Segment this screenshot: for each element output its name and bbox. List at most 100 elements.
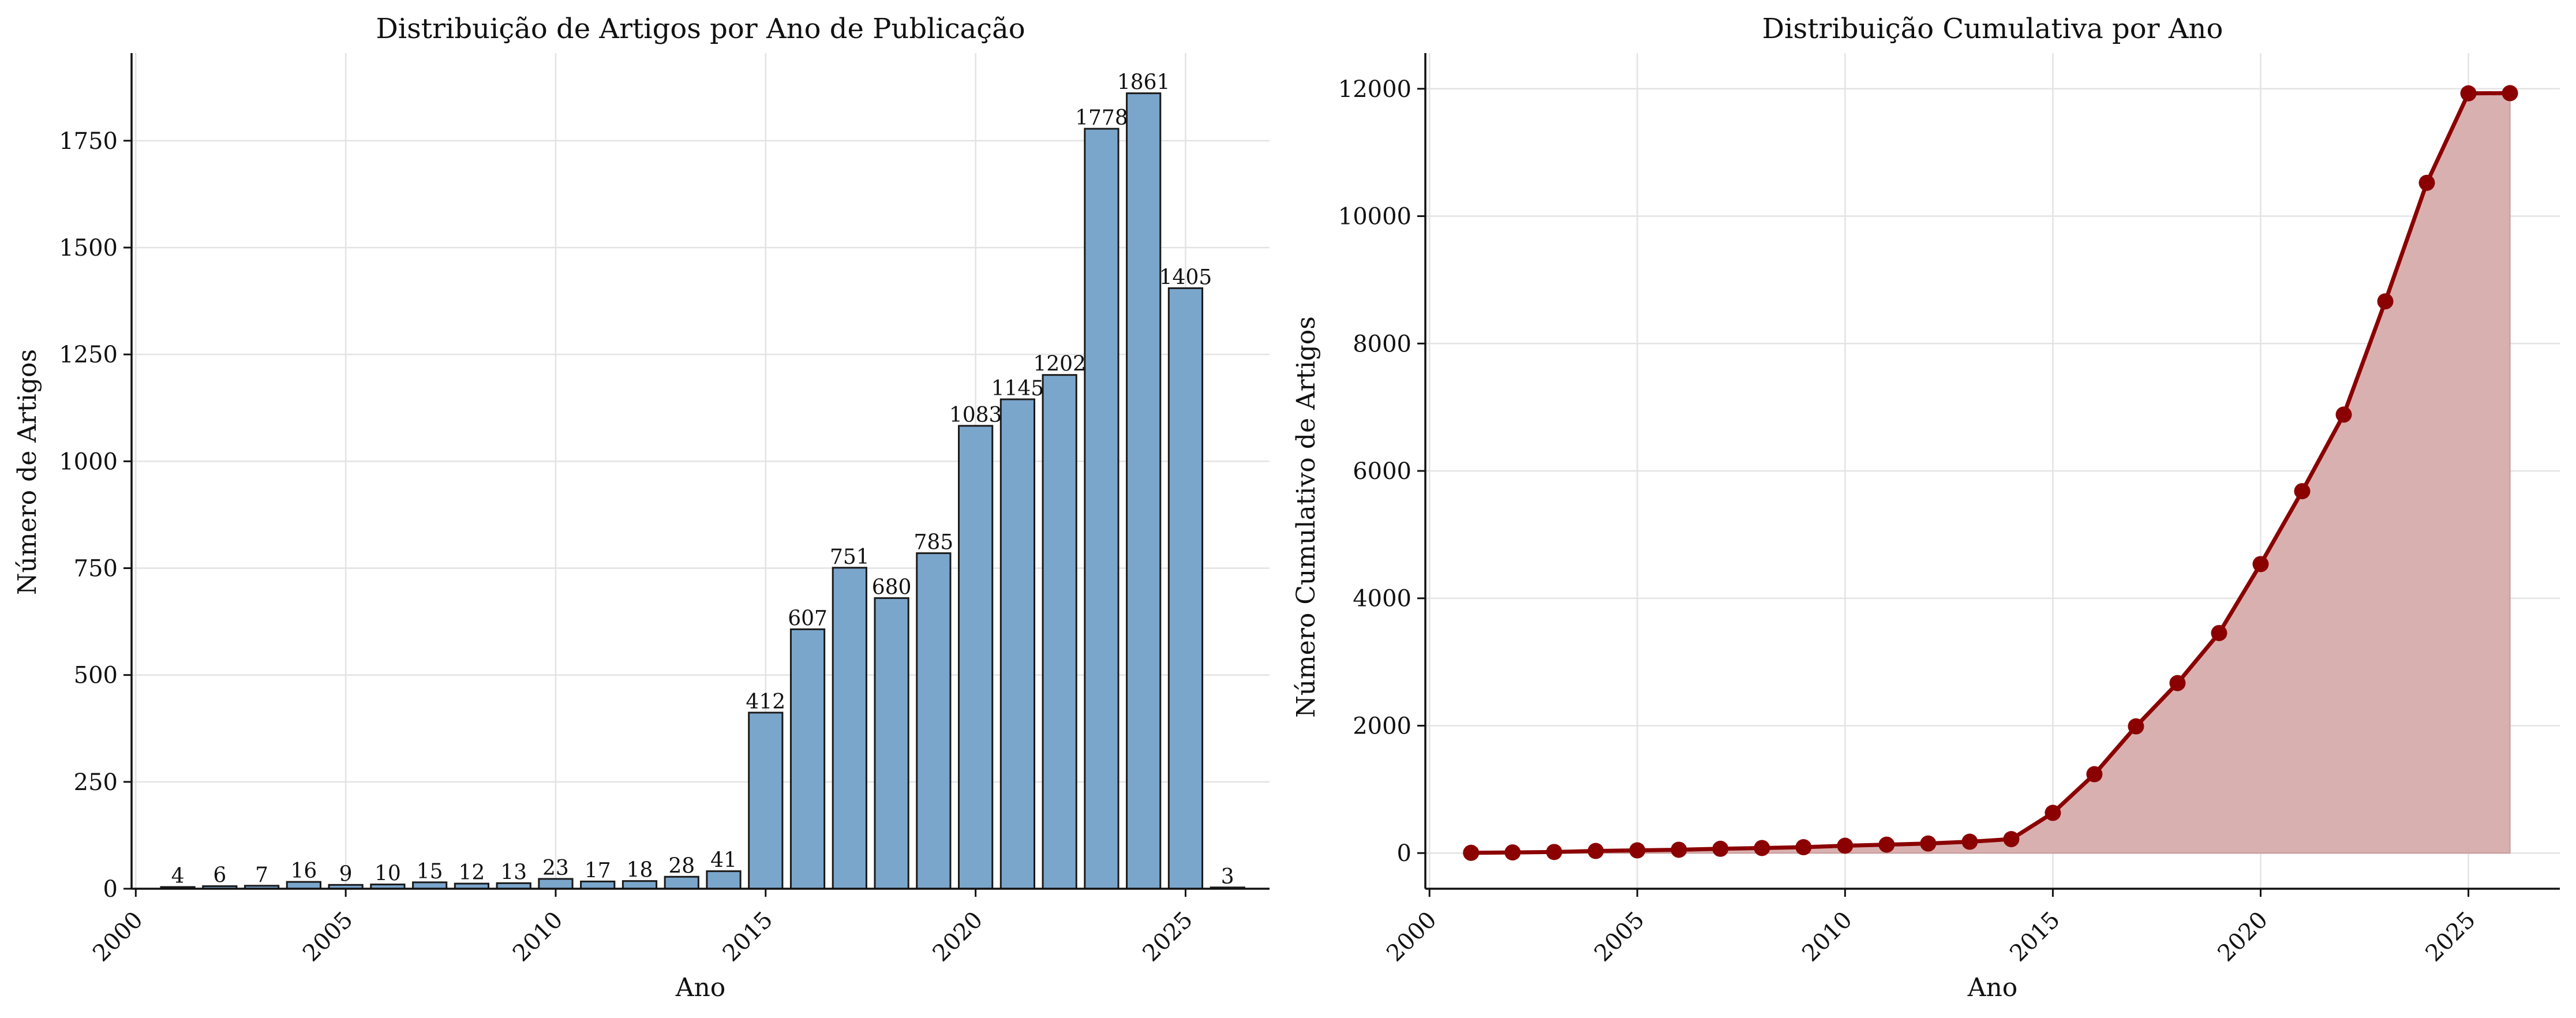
bar-2023 <box>1084 128 1119 890</box>
bar-label-2010: 23 <box>542 856 569 880</box>
bar-chart-ytick-label-1000: 1000 <box>59 448 118 475</box>
bar-chart-ytick-label-1750: 1750 <box>59 128 118 155</box>
bar-chart-xtick-label-2025: 2025 <box>1137 907 1198 967</box>
bar-2021 <box>999 398 1036 890</box>
bar-chart-ylabel: Número de Artigos <box>13 349 42 595</box>
cumulative-chart-ytick-label-4000: 4000 <box>1353 586 1411 612</box>
bar-label-2014: 41 <box>710 849 737 873</box>
bar-label-2018: 680 <box>872 575 912 599</box>
cumulative-chart-title: Distribuição Cumulativa por Ano <box>1762 13 2223 45</box>
bar-chart-ytick-label-1250: 1250 <box>59 342 118 368</box>
bar-label-2004: 16 <box>290 859 317 883</box>
cumulative-point-2013 <box>1961 833 1978 850</box>
bar-label-2002: 6 <box>213 864 226 888</box>
bar-label-2001: 4 <box>171 864 185 888</box>
cumulative-point-2001 <box>1463 844 1480 861</box>
bar-2017 <box>832 567 867 890</box>
cumulative-point-2002 <box>1504 844 1521 861</box>
bar-label-2015: 412 <box>746 690 785 714</box>
cumulative-chart-xtick-label-2000: 2000 <box>1381 907 1442 967</box>
cumulative-point-2023 <box>2377 293 2394 310</box>
cumulative-chart-ylabel: Número Cumulativo de Artigos <box>1291 316 1321 718</box>
cumulative-point-2019 <box>2211 624 2227 641</box>
cumulative-chart-xtick-label-2020: 2020 <box>2212 907 2273 967</box>
bar-label-2006: 10 <box>375 862 401 886</box>
cumulative-chart-ytick-label-2000: 2000 <box>1353 713 1411 739</box>
cumulative-chart-ytick-label-0: 0 <box>1397 840 1411 867</box>
bar-chart-ytick-label-750: 750 <box>74 556 118 582</box>
bar-chart-xtick-label-2020: 2020 <box>928 907 989 967</box>
cumulative-chart-ytick-label-12000: 12000 <box>1338 76 1411 103</box>
cumulative-area <box>1470 92 2511 854</box>
bar-2018 <box>874 597 909 890</box>
cumulative-point-2021 <box>2294 483 2311 500</box>
cumulative-point-2012 <box>1920 835 1937 852</box>
bar-label-2022: 1202 <box>1033 353 1086 376</box>
bar-chart-ytick-label-500: 500 <box>74 663 118 689</box>
bar-2016 <box>789 628 826 890</box>
cumulative-point-2006 <box>1671 841 1687 858</box>
bar-label-2016: 607 <box>788 607 828 630</box>
bar-chart-xlabel: Ano <box>675 973 726 1002</box>
bar-2020 <box>958 425 994 890</box>
cumulative-point-2025 <box>2460 85 2477 102</box>
cumulative-chart-xtick-label-2015: 2015 <box>2005 907 2065 967</box>
cumulative-point-2011 <box>1878 836 1895 853</box>
cumulative-point-2022 <box>2335 406 2352 423</box>
cumulative-chart-ytick-label-10000: 10000 <box>1338 204 1411 230</box>
bar-label-2026: 3 <box>1221 865 1234 889</box>
cumulative-chart-xtick-label-2010: 2010 <box>1797 907 1858 967</box>
bar-chart-xtick-label-2015: 2015 <box>718 907 778 967</box>
bar-chart-xtick-label-2000: 2000 <box>88 907 148 967</box>
cumulative-point-2004 <box>1587 843 1604 859</box>
bar-2015 <box>748 712 784 890</box>
cumulative-point-2008 <box>1754 840 1770 856</box>
bar-label-2009: 13 <box>500 860 527 884</box>
cumulative-point-2018 <box>2169 675 2186 691</box>
bar-chart-title: Distribuição de Artigos por Ano de Publi… <box>376 13 1025 45</box>
cumulative-chart-area-and-line <box>1463 85 2518 861</box>
cumulative-point-2020 <box>2252 556 2269 572</box>
bar-label-2025: 1405 <box>1159 265 1212 289</box>
bar-label-2007: 15 <box>417 860 443 884</box>
bar-chart-xtick-label-2005: 2005 <box>298 907 358 967</box>
cumulative-point-2007 <box>1712 840 1729 857</box>
bar-label-2003: 7 <box>255 863 268 887</box>
bar-chart-ytick-label-0: 0 <box>103 876 118 903</box>
bar-2019 <box>916 552 952 890</box>
cumulative-point-2010 <box>1837 837 1854 854</box>
cumulative-point-2026 <box>2502 85 2518 102</box>
cumulative-point-2009 <box>1795 839 1812 856</box>
bar-2025 <box>1167 287 1204 890</box>
bar-2024 <box>1126 92 1162 890</box>
bar-chart-ytick-label-1500: 1500 <box>59 235 118 261</box>
cumulative-point-2015 <box>2045 804 2061 821</box>
bar-label-2012: 18 <box>627 859 653 882</box>
cumulative-chart: 2000 2005 2010 2015 2020 2025 0 2000 4000 6000 800… <box>1291 13 2560 1002</box>
bar-2022 <box>1042 374 1077 890</box>
cumulative-point-2024 <box>2418 174 2435 191</box>
bar-label-2019: 785 <box>914 531 954 555</box>
bar-2013 <box>664 875 699 890</box>
cumulative-chart-xlabel: Ano <box>1967 973 2018 1002</box>
bar-label-2008: 12 <box>459 861 485 885</box>
bar-chart-xtick-label-2010: 2010 <box>508 907 568 967</box>
cumulative-point-2014 <box>2003 831 2020 848</box>
cumulative-chart-xtick-label-2005: 2005 <box>1589 907 1650 967</box>
cumulative-point-2003 <box>1546 844 1563 860</box>
bar-label-2011: 17 <box>585 859 611 882</box>
bar-label-2021: 1145 <box>991 377 1044 401</box>
cumulative-point-2017 <box>2128 718 2144 735</box>
bar-label-2005: 9 <box>339 862 353 886</box>
bar-label-2013: 28 <box>668 854 695 878</box>
bar-2010 <box>538 878 574 890</box>
cumulative-point-2005 <box>1629 842 1646 859</box>
cumulative-point-2016 <box>2086 766 2103 783</box>
bar-label-2023: 1778 <box>1075 106 1128 130</box>
cumulative-chart-xtick-label-2025: 2025 <box>2420 907 2481 967</box>
bar-label-2024: 1861 <box>1117 71 1170 95</box>
bar-label-2020: 1083 <box>949 403 1002 427</box>
